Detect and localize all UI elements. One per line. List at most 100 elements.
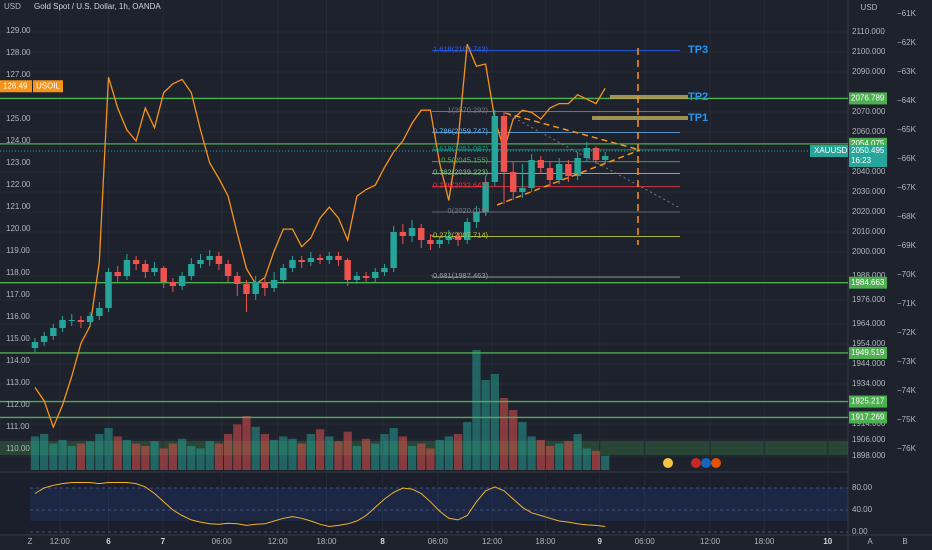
candle-body [592, 148, 600, 160]
volume-bar [187, 446, 196, 470]
volume-bar [58, 440, 67, 470]
candle-body [482, 182, 489, 212]
volume-bar [40, 434, 49, 470]
volume-bar [536, 440, 545, 470]
volume-bar [288, 438, 297, 470]
volume-bar [389, 428, 398, 470]
y3-tick-label: −64K [897, 96, 917, 105]
candle-body [243, 284, 250, 294]
candle-body [353, 276, 361, 280]
event-icon[interactable] [691, 458, 701, 468]
volume-bar [159, 448, 168, 470]
volume-bar [269, 440, 279, 470]
fib-label: -0.681(1987.463) [430, 271, 488, 280]
target-label: TP3 [688, 44, 708, 56]
y3-tick-label: −67K [897, 183, 917, 192]
volume-bar [343, 431, 352, 470]
y2-tick-label: 115.00 [6, 334, 30, 343]
volume-bar [435, 440, 444, 470]
candle-body [601, 156, 609, 160]
fib-label: 0.236(2032.647) [433, 181, 489, 190]
volume-bar [30, 436, 40, 470]
event-icon[interactable] [663, 458, 673, 468]
y3-tick-label: −68K [897, 212, 917, 221]
y-tick-label: 2070.000 [852, 107, 886, 116]
triangle-lower [496, 149, 641, 206]
volume-bar [453, 434, 463, 470]
y3-tick-label: −63K [897, 67, 917, 76]
y2-tick-label: 110.00 [6, 444, 30, 453]
target-label: TP2 [688, 91, 708, 103]
volume-bar [297, 443, 306, 470]
y2-tick-label: 111.00 [6, 422, 30, 431]
y2-tick-label: 122.00 [6, 180, 31, 189]
y2-tick-label: 114.00 [6, 356, 30, 365]
y-tick-label: 1906.000 [852, 435, 886, 444]
level-label: 1949.519 [851, 348, 885, 357]
y2-tick-label: 112.00 [6, 400, 30, 409]
volume-bar [407, 446, 417, 470]
volume-bar [177, 438, 187, 470]
countdown: 16:23 [851, 156, 872, 165]
event-icon[interactable] [711, 458, 721, 468]
volume-bar [95, 434, 104, 470]
volume-bar [352, 446, 361, 470]
oscillator-line [34, 482, 606, 528]
fib-label: -0.272(2007.714) [430, 231, 488, 240]
candle-body [280, 268, 287, 280]
y3-tick-label: −71K [897, 299, 917, 308]
candle-body [464, 222, 471, 240]
event-icon[interactable] [701, 458, 711, 468]
y2-tick-label: 117.00 [6, 290, 30, 299]
candle-body [399, 232, 407, 236]
candle-body [335, 256, 342, 260]
candle-body [528, 160, 535, 188]
candle-body [31, 342, 39, 348]
y3-tick-label: −73K [897, 357, 917, 366]
overlay-tag [0, 80, 32, 93]
y2-tick-label: 119.00 [6, 246, 30, 255]
volume-bar [49, 443, 58, 470]
volume-bar [361, 438, 371, 470]
volume-bar [499, 398, 509, 470]
volume-bar [315, 429, 325, 470]
volume-bar [141, 446, 150, 470]
candle-body [565, 164, 572, 176]
candle-body [362, 276, 370, 278]
volume-bar [527, 436, 536, 470]
button[interactable]: Z [28, 537, 33, 546]
volume-bar [555, 443, 564, 470]
target-label: TP1 [688, 112, 708, 124]
candle-body [160, 268, 167, 282]
y3-tick-label: −76K [897, 444, 917, 453]
oscillator-band [30, 488, 848, 522]
button[interactable]: A [867, 537, 873, 546]
overlay-name-tag [33, 80, 63, 93]
volume-bar [150, 441, 159, 470]
candle-body [169, 282, 177, 286]
x-tick-label: 06:00 [428, 537, 449, 546]
candle-body [436, 240, 443, 244]
triangle-upper [504, 112, 641, 151]
oscillator-tick-label: 40.00 [852, 505, 873, 514]
candle-body [555, 164, 563, 180]
candle-body [252, 282, 259, 294]
volume-bar [279, 436, 288, 470]
candle-body [537, 160, 545, 168]
volume-bar [260, 434, 270, 470]
volume-bar [398, 436, 407, 470]
candle-body [454, 236, 462, 240]
y2-tick-label: 121.00 [6, 202, 31, 211]
level-label: 1984.663 [851, 278, 885, 287]
y3-tick-label: −65K [897, 125, 917, 134]
button[interactable]: B [902, 537, 907, 546]
fib-label: 1(2070.292) [448, 105, 489, 114]
overlay-name: USOIL [36, 81, 61, 90]
volume-bar [325, 436, 334, 470]
volume-bar [380, 434, 389, 470]
y-tick-label: 2020.000 [852, 207, 886, 216]
fib-label: 1.618(2100.743) [433, 44, 489, 53]
x-tick-label: 18:00 [535, 537, 556, 546]
level-label: 1925.217 [851, 397, 885, 406]
